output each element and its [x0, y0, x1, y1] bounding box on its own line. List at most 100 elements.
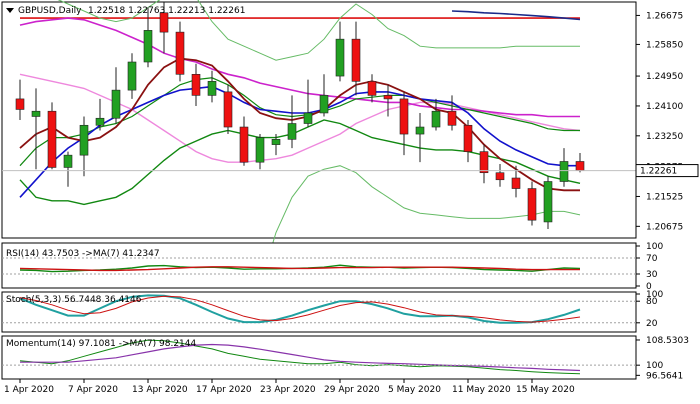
candle-body[interactable] — [95, 117, 105, 126]
y-tick-label: 1.20675 — [646, 222, 683, 232]
y-tick-label: 70 — [646, 254, 658, 264]
rsi-panel: 100 70 30 0 RSI(14) 43.7503 ->MA(7) 41.2347 — [1, 242, 663, 292]
x-tick-label: 11 May 2020 — [452, 385, 511, 395]
candle-body[interactable] — [319, 95, 329, 114]
x-tick-label: 1 Apr 2020 — [4, 385, 54, 395]
candle-body[interactable] — [383, 95, 393, 100]
rsi-levels — [2, 257, 636, 275]
candle-body[interactable] — [271, 139, 281, 145]
candle-body[interactable] — [159, 12, 169, 33]
bollinger-upper-line — [57, 0, 580, 61]
candle-body[interactable] — [79, 124, 89, 156]
ma-green-mid-line — [19, 77, 580, 167]
ma-dark-red-line — [19, 57, 580, 192]
candle-body[interactable] — [351, 38, 361, 82]
y-tick-label: 100 — [646, 290, 663, 300]
candle-body[interactable] — [367, 81, 377, 96]
main-panel: 1.266751.258501.249501.241001.232501.223… — [1, 0, 699, 286]
y-tick-label: 80 — [646, 297, 658, 307]
main-y-axis: 1.266751.258501.249501.241001.232501.223… — [636, 11, 683, 232]
y-tick-label: 100 — [646, 361, 663, 371]
chart-title: GBPUSD,Daily — [18, 6, 82, 16]
candle-body[interactable] — [223, 91, 233, 128]
y-tick-label: 1.24100 — [646, 102, 683, 112]
collapse-triangle-icon[interactable] — [6, 8, 14, 13]
y-tick-label: 96.5641 — [646, 371, 683, 381]
stoch-lines — [19, 294, 581, 324]
series-1-line — [20, 343, 581, 372]
ohlc-readout: 1.22518 1.22763 1.22213 1.22261 — [88, 6, 245, 16]
candle-body[interactable] — [127, 61, 137, 91]
rsi-y-axis: 100 70 30 0 — [636, 242, 663, 292]
x-axis: 1 Apr 2020 7 Apr 2020 13 Apr 2020 17 Apr 20… — [4, 379, 575, 395]
candle-body[interactable] — [239, 126, 249, 163]
momentum-title: Momentum(14) 97.1081 ->MA(7) 98.2144 — [6, 339, 197, 349]
y-tick-label: 0 — [646, 282, 652, 292]
candle-body[interactable] — [447, 110, 457, 126]
candle-body[interactable] — [207, 81, 217, 96]
rsi-title: RSI(14) 43.7503 ->MA(7) 41.2347 — [6, 249, 160, 259]
y-tick-label: 1.24950 — [646, 72, 683, 82]
outer-green-line — [259, 165, 581, 286]
candle-body[interactable] — [511, 177, 521, 189]
y-tick-label: 108.5303 — [646, 336, 689, 346]
y-tick-label: 20 — [646, 319, 658, 329]
y-tick-label: 100 — [646, 242, 663, 252]
candle-body[interactable] — [191, 74, 201, 96]
x-tick-label: 15 May 2020 — [516, 385, 575, 395]
candle-body[interactable] — [399, 98, 409, 135]
candle-body[interactable] — [63, 154, 73, 168]
stoch-title: Stoch(5,3,3) 56.7448 36.4146 — [6, 295, 142, 305]
candle-body[interactable] — [175, 31, 185, 75]
candle-body[interactable] — [303, 112, 313, 124]
x-tick-label: 29 Apr 2020 — [324, 385, 380, 395]
candle-body[interactable] — [431, 110, 441, 128]
series-1-line — [19, 266, 580, 272]
y-tick-label: 30 — [646, 270, 658, 280]
x-tick-label: 23 Apr 2020 — [260, 385, 316, 395]
series-0-line — [19, 339, 581, 375]
candle-body[interactable] — [527, 188, 537, 221]
candle-body[interactable] — [47, 110, 57, 168]
x-tick-label: 13 Apr 2020 — [132, 385, 188, 395]
series-1-line — [19, 295, 581, 323]
candle-body[interactable] — [335, 38, 345, 77]
y-tick-label: 1.26675 — [646, 11, 683, 21]
candle-body[interactable] — [15, 98, 25, 110]
last-price-label: 1.22261 — [640, 167, 677, 177]
series-0-line — [19, 294, 581, 324]
candles[interactable] — [15, 2, 585, 229]
x-tick-label: 7 Apr 2020 — [68, 385, 118, 395]
candle-body[interactable] — [495, 172, 505, 181]
last-price-box — [635, 164, 699, 178]
candle-body[interactable] — [559, 161, 569, 182]
navy-top-line — [451, 10, 581, 21]
rsi-lines — [19, 264, 581, 273]
rsi-panel-frame — [1, 242, 637, 289]
candle-body[interactable] — [255, 137, 265, 163]
momentum-lines — [2, 339, 636, 375]
y-tick-label: 1.21525 — [646, 192, 683, 202]
x-tick-label: 5 May 2020 — [388, 385, 441, 395]
candle-body[interactable] — [463, 124, 473, 152]
candle-body[interactable] — [575, 161, 585, 171]
chart-title-group: GBPUSD,Daily 1.22518 1.22763 1.22213 1.2… — [6, 6, 245, 16]
y-tick-label: 1.23250 — [646, 132, 683, 142]
candle-body[interactable] — [31, 110, 41, 117]
ma-magenta-line — [19, 17, 580, 118]
candle-body[interactable] — [479, 151, 489, 174]
main-indicator-lines — [19, 0, 581, 286]
candle-body[interactable] — [543, 181, 553, 223]
candle-body[interactable] — [415, 126, 425, 135]
candle-body[interactable] — [111, 89, 121, 119]
x-tick-label: 17 Apr 2020 — [196, 385, 252, 395]
candle-body[interactable] — [143, 30, 153, 63]
candle-body[interactable] — [287, 123, 297, 140]
y-tick-label: 1.25850 — [646, 40, 683, 50]
